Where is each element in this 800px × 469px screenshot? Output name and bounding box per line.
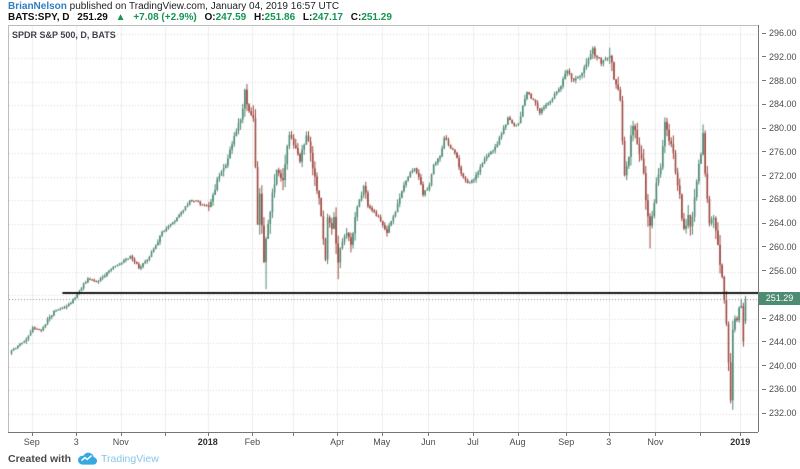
time-axis-tick-label: Apr — [330, 437, 345, 447]
time-axis-tick-mark — [121, 433, 122, 436]
time-axis-tick-label: 3 — [606, 437, 612, 447]
price-axis-tick-label: 256.00 — [762, 266, 797, 276]
price-axis-tick-label: 280.00 — [762, 123, 797, 133]
close-value: C:251.29 — [350, 12, 392, 23]
time-axis[interactable]: Sep 3 Nov 2018 Feb Apr May Jun Jul Aug Sep 3 Nov 2019 — [8, 432, 758, 450]
time-axis-tick-label: Nov — [112, 437, 129, 447]
price-axis-tick-label: 296.00 — [762, 28, 797, 38]
attribution: Created with TradingView — [8, 452, 159, 465]
time-axis-tick-label: Jun — [421, 437, 436, 447]
price-axis-tick-label: 276.00 — [762, 147, 797, 157]
time-axis-tick-label: Sep — [558, 437, 575, 447]
change-up-arrow-icon: ▲ — [115, 12, 126, 23]
time-axis-tick-mark — [428, 433, 429, 436]
created-with-text: Created with — [8, 452, 72, 465]
price-axis-tick-label: 272.00 — [762, 171, 797, 181]
time-axis-tick-mark — [76, 433, 77, 436]
time-axis-tick-mark — [518, 433, 519, 436]
chart-plot-area[interactable]: SPDR S&P 500, D, BATS — [8, 25, 759, 433]
time-axis-tick-label: Feb — [244, 437, 261, 447]
time-axis-tick-mark — [566, 433, 567, 436]
price-axis-tick-label: 268.00 — [762, 194, 797, 204]
time-axis-tick-mark — [32, 433, 33, 436]
time-axis-tick-mark — [165, 433, 166, 436]
price-axis-tick-label: 264.00 — [762, 218, 797, 228]
price-axis-tick-label: 232.00 — [762, 408, 797, 418]
high-label: H: — [253, 12, 265, 23]
time-axis-tick-label: 2019 — [730, 437, 751, 447]
high-value: H:251.86 — [253, 12, 296, 23]
price-axis-tick-label: 288.00 — [762, 76, 797, 86]
price-axis-tick-label: 260.00 — [762, 242, 797, 252]
time-axis-tick-mark — [473, 433, 474, 436]
quote-line: BATS:SPY, D 251.29 ▲ +7.08 (+2.9%) O:247… — [8, 12, 397, 23]
price-axis-tick-label: 248.00 — [762, 313, 797, 323]
tradingview-brand-link[interactable]: TradingView — [101, 452, 159, 465]
author-link[interactable]: BrianNelson — [8, 1, 67, 12]
time-axis-tick-mark — [252, 433, 253, 436]
published-text: published on TradingView.com, January 04… — [66, 1, 340, 12]
close-label: C: — [350, 12, 362, 23]
candlestick-chart-canvas[interactable] — [9, 26, 759, 433]
price-axis-tick-label: 240.00 — [762, 361, 797, 371]
price-axis-tick-label: 244.00 — [762, 337, 797, 347]
time-axis-tick-mark — [740, 433, 741, 436]
symbol-interval: BATS:SPY, D — [8, 12, 70, 23]
low-value: L:247.17 — [302, 12, 343, 23]
publish-byline: BrianNelson published on TradingView.com… — [8, 1, 339, 12]
time-axis-tick-label: May — [373, 437, 391, 447]
price-axis-tick-label: 292.00 — [762, 52, 797, 62]
time-axis-tick-label: Nov — [647, 437, 664, 447]
time-axis-tick-label: Sep — [23, 437, 40, 447]
tradingview-cloud-icon — [78, 452, 98, 465]
chart-legend[interactable]: SPDR S&P 500, D, BATS — [12, 30, 116, 40]
price-axis-tick-label: 236.00 — [762, 384, 797, 394]
time-axis-tick-label: 3 — [73, 437, 79, 447]
current-price-label: 251.29 — [759, 292, 800, 306]
time-axis-tick-mark — [382, 433, 383, 436]
time-axis-tick-label: Jul — [467, 437, 479, 447]
price-axis-tick-label: 284.00 — [762, 99, 797, 109]
open-value: O:247.59 — [204, 12, 247, 23]
time-axis-tick-label: 2018 — [197, 437, 218, 447]
price-change: +7.08 (+2.9%) — [133, 12, 197, 23]
time-axis-tick-mark — [655, 433, 656, 436]
time-axis-tick-mark — [293, 433, 294, 436]
time-axis-tick-label: Aug — [509, 437, 526, 447]
last-price: 251.29 — [77, 12, 108, 23]
time-axis-tick-mark — [208, 433, 209, 436]
price-axis[interactable]: 251.29 296.00 292.00 288.00 284.00 280.00 276… — [758, 25, 800, 432]
time-axis-tick-mark — [700, 433, 701, 436]
time-axis-tick-mark — [337, 433, 338, 436]
open-label: O: — [204, 12, 216, 23]
low-label: L: — [302, 12, 313, 23]
time-axis-tick-mark — [609, 433, 610, 436]
